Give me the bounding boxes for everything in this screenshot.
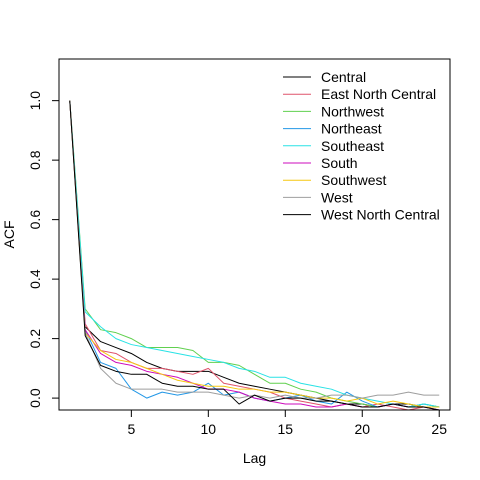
plot-frame [58,58,451,411]
legend-label: Northeast [321,121,382,137]
legend-label: West [321,189,353,205]
y-tick-label: 0.4 [27,269,43,289]
legend-label: East North Central [321,86,436,102]
y-tick-label: 1.0 [27,91,43,111]
x-tick-label: 20 [354,421,370,437]
y-axis-title: ACF [1,221,17,249]
x-tick-label: 25 [431,421,447,437]
series-line-9 [69,100,440,411]
x-tick-label: 10 [201,421,217,437]
legend-label: Northwest [321,103,384,119]
series-layer [69,100,440,411]
series-line-5 [69,100,440,408]
y-tick-label: 0.6 [27,210,43,230]
y-tick-label: 0.0 [27,388,43,408]
x-tick-label: 5 [127,421,135,437]
series-line-7 [69,100,440,408]
x-axis-title: Lag [243,450,266,466]
y-tick-label: 0.2 [27,329,43,349]
legend-label: Southeast [321,138,384,154]
legend-label: South [321,155,358,171]
y-tick-label: 0.8 [27,150,43,170]
x-tick-label: 15 [277,421,293,437]
legend-label: Central [321,69,366,85]
x-axis: 5 10 15 20 25 [127,409,447,437]
legend-label: Southwest [321,172,386,188]
legend-label: West North Central [321,207,440,223]
y-axis: 0.0 0.2 0.4 0.6 0.8 1.0 [27,91,60,408]
